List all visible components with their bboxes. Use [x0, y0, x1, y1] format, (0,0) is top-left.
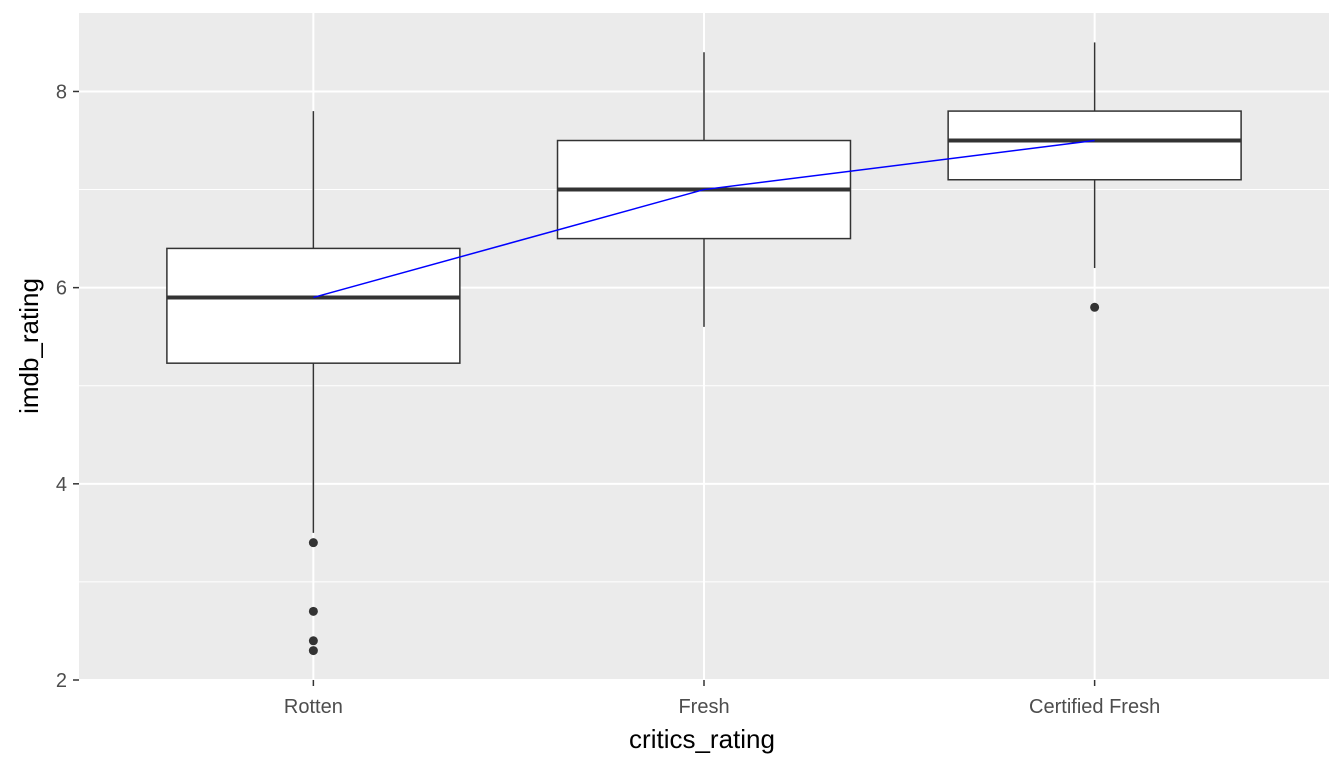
box-certified-fresh: [947, 42, 1242, 312]
y-axis-title: imdb_rating: [14, 278, 44, 414]
outlier-point: [308, 646, 318, 656]
y-tick-label: 4: [56, 474, 67, 496]
x-tick-label: Fresh: [678, 696, 729, 718]
outlier-point: [1090, 302, 1100, 312]
y-tick-label: 2: [56, 670, 67, 692]
y-tick-label: 8: [56, 81, 67, 103]
y-axis: 2 4 6 8: [56, 81, 79, 692]
outlier-point: [308, 636, 318, 646]
box-rotten: [166, 111, 461, 656]
x-tick-label: Certified Fresh: [1029, 696, 1160, 718]
box-iqr: [166, 247, 461, 364]
x-axis: Rotten Fresh Certified Fresh: [284, 680, 1160, 718]
box-iqr: [947, 110, 1242, 181]
x-tick-label: Rotten: [284, 696, 343, 718]
y-tick-label: 6: [56, 278, 67, 300]
x-axis-title: critics_rating: [629, 724, 775, 754]
median-line-layer: [313, 139, 1095, 299]
outlier-point: [308, 606, 318, 616]
outlier-point: [308, 538, 318, 548]
median-connector-line: [313, 139, 1095, 299]
